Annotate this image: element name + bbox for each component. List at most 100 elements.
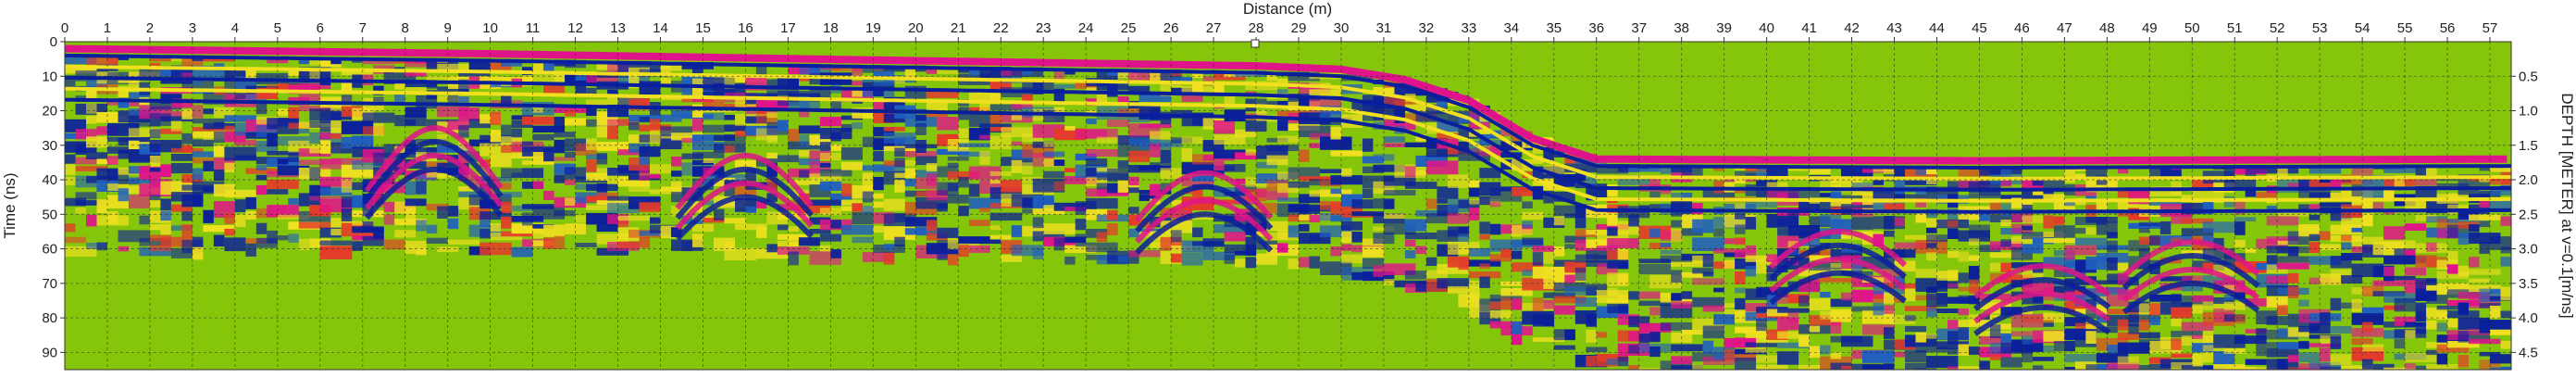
layer-band <box>65 53 2511 170</box>
reflector-segment <box>2341 365 2373 370</box>
reflector-segment <box>2064 317 2086 327</box>
reflector-segment <box>1862 350 1895 363</box>
hyperbola-reflection <box>2122 280 2260 315</box>
reflector-segment <box>755 63 767 76</box>
reflector-segment <box>65 177 76 185</box>
reflector-segment <box>75 129 97 140</box>
reflector-segment <box>2405 223 2427 231</box>
reflector-segment <box>852 89 863 97</box>
reflector-segment <box>1948 366 1959 370</box>
reflector-segment <box>755 248 789 259</box>
reflector-segment <box>788 251 799 266</box>
reflector-segment <box>840 124 852 132</box>
reflector-segment <box>2383 255 2416 265</box>
reflector-segment <box>1437 148 1448 158</box>
reflector-segment <box>1511 262 1544 272</box>
reflector-segment <box>1586 177 1597 185</box>
reflector-segment <box>639 81 661 94</box>
reflector-segment <box>565 223 587 234</box>
hyperbola-reflection <box>1135 197 1274 244</box>
reflector-segment <box>458 168 469 182</box>
reflector-segment <box>2426 242 2437 252</box>
reflector-segment <box>1905 306 1937 311</box>
reflector-segment <box>904 151 938 158</box>
reflector-segment <box>255 222 268 234</box>
reflector-segment <box>2405 363 2416 370</box>
reflector-segment <box>788 77 799 90</box>
reflector-segment <box>2383 276 2395 282</box>
x-axis-title: Distance (m) <box>1243 0 1332 18</box>
reflector-segment <box>1245 212 1267 223</box>
reflector-segment <box>404 170 438 180</box>
reflector-segment <box>1798 364 1821 370</box>
reflector-segment <box>2234 314 2246 324</box>
reflector-segment <box>2383 240 2416 251</box>
reflector-segment <box>1309 235 1320 242</box>
reflector-segment <box>1500 281 1523 286</box>
hyperbola-reflection <box>1769 242 1907 282</box>
reflector-segment <box>118 149 129 159</box>
reflector-segment <box>267 230 278 244</box>
reflector-segment <box>1649 307 1661 316</box>
reflector-segment <box>128 128 161 137</box>
reflector-segment <box>2298 299 2309 307</box>
reflector-segment <box>2032 294 2044 303</box>
reflector-segment <box>1692 203 1703 215</box>
reflector-segment <box>1277 197 1310 202</box>
reflector-segment <box>404 87 427 94</box>
reflector-segment <box>1404 219 1426 232</box>
reflector-segment <box>798 170 810 178</box>
reflector-segment <box>703 99 725 107</box>
reflector-segment <box>862 252 895 262</box>
reflector-segment <box>1926 308 1937 318</box>
reflector-segment <box>1617 356 1629 367</box>
reflector-segment <box>1511 187 1533 196</box>
reflector-segment <box>915 156 938 166</box>
reflector-segment <box>1437 132 1459 139</box>
reflector-segment <box>1905 180 1937 185</box>
reflector-segment <box>1489 321 1523 329</box>
reflector-segment <box>1574 215 1587 229</box>
hyperbola-reflection <box>1769 256 1907 294</box>
reflector-segment <box>1851 183 1873 190</box>
reflector-segment <box>2415 164 2427 178</box>
reflector-segment <box>1022 162 1033 175</box>
reflector-segment <box>437 63 469 71</box>
reflector-segment <box>160 198 171 211</box>
reflector-segment <box>86 152 107 159</box>
reflector-segment <box>1022 94 1033 105</box>
reflector-segment <box>2202 248 2235 259</box>
reflector-segment <box>1851 172 1862 180</box>
reflector-segment <box>383 214 395 225</box>
reflector-segment <box>511 246 533 258</box>
y2-tick-label: 4.0 <box>2519 310 2538 326</box>
reflector-segment <box>947 170 980 180</box>
reflector-segment <box>692 141 725 151</box>
x-tick-label: 34 <box>1503 20 1519 36</box>
reflector-segment <box>873 150 884 162</box>
reflector-segment <box>1905 325 1926 333</box>
reflector-segment <box>107 54 118 65</box>
reflector-segment <box>479 242 512 256</box>
reflector-segment <box>458 96 469 103</box>
reflector-segment <box>2394 177 2406 190</box>
reflector-segment <box>1564 274 1575 284</box>
x-tick-label: 51 <box>2227 20 2243 36</box>
reflector-segment <box>2362 316 2384 321</box>
reflector-segment <box>373 123 384 136</box>
reflector-segment <box>1309 215 1320 222</box>
reflector-segment <box>319 127 331 132</box>
reflector-segment <box>1735 203 1746 209</box>
cursor-marker[interactable] <box>1251 39 1260 48</box>
y-tick-label: 0 <box>50 34 57 50</box>
reflector-segment <box>937 250 948 260</box>
reflector-segment <box>149 156 161 168</box>
reflector-segment <box>1032 208 1065 215</box>
reflector-segment <box>2149 234 2160 246</box>
plot-frame <box>64 41 2512 371</box>
reflector-segment <box>650 173 661 179</box>
reflector-segment <box>2213 351 2235 365</box>
reflector-segment <box>2436 311 2448 321</box>
y2-axis-title: DEPTH [METER] at v=0.1[m/ns] <box>2558 93 2576 318</box>
reflector-segment <box>1277 230 1288 240</box>
